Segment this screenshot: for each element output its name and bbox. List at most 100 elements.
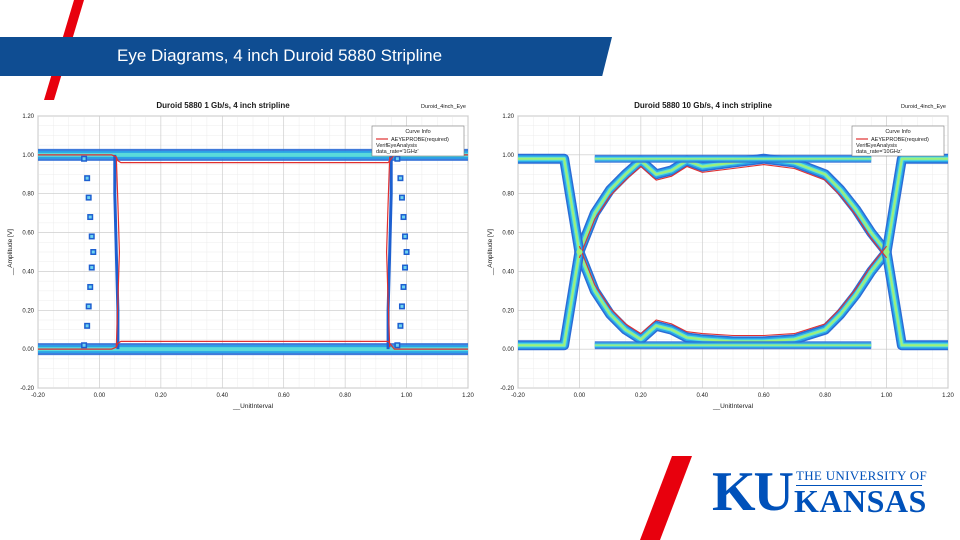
y-tick-label: 0.20 [22, 308, 34, 314]
legend-entry: AEYEPROBE(required) [871, 137, 929, 143]
mask-point-core [403, 266, 407, 270]
legend-header: Curve Info [405, 129, 430, 135]
y-tick-label: 0.00 [22, 347, 34, 353]
legend-entry: data_rate='10GHz' [856, 149, 902, 155]
legend-entry: AEYEPROBE(required) [391, 137, 449, 143]
x-tick-label: 0.40 [696, 393, 708, 399]
chart-tab-label: Duroid_4inch_Eye [421, 104, 466, 110]
mask-point-core [405, 250, 409, 254]
university-logo: KU THE UNIVERSITY OF KANSAS [712, 461, 927, 523]
legend-box [851, 125, 945, 157]
title-banner [0, 37, 612, 76]
y-tick-label: 0.40 [502, 269, 514, 275]
mask-point-core [87, 304, 91, 308]
slide-title: Eye Diagrams, 4 inch Duroid 5880 Stripli… [117, 46, 443, 65]
eye-top-rail [38, 152, 468, 157]
eye-crossing [883, 249, 890, 255]
y-axis-title: __Amplitude [V] [7, 229, 14, 276]
mask-point-core [400, 304, 404, 308]
x-tick-label: 1.00 [881, 393, 893, 399]
legend-box [371, 125, 465, 157]
x-tick-label: 0.20 [155, 393, 167, 399]
y-tick-label: 1.20 [22, 114, 34, 120]
mask-point-core [90, 234, 94, 238]
x-axis-title: __UnitInterval [712, 403, 754, 410]
mask-point-core [398, 176, 402, 180]
mask-point-core [85, 176, 89, 180]
eye-outer-trace [518, 157, 581, 253]
x-tick-label: 1.20 [942, 393, 954, 399]
mask-point-core [395, 157, 399, 161]
eye-outer-trace [885, 251, 948, 347]
y-tick-label: 0.80 [502, 192, 514, 198]
mask-point-core [403, 234, 407, 238]
x-tick-label: 1.00 [401, 393, 413, 399]
x-tick-label: 0.60 [758, 393, 770, 399]
eye-bottom-rail [38, 347, 468, 352]
mask-point-core [91, 250, 95, 254]
eye-diagram-1gbps-svg: -0.20 0.00 0.20 0.40 0.60 0.80 1.00 1.20 1.20 1.0… [7, 101, 474, 410]
x-axis-title: __UnitInterval [232, 403, 274, 410]
y-tick-label: 0.60 [502, 231, 514, 237]
y-tick-label: 1.00 [502, 153, 514, 159]
y-tick-label: 0.80 [22, 192, 34, 198]
mask-point-core [90, 266, 94, 270]
y-tick-label: 1.00 [22, 153, 34, 159]
x-tick-label: -0.20 [31, 393, 45, 399]
chart-title: Duroid 5880 10 Gb/s, 4 inch stripline [634, 101, 772, 110]
mask-point-core [402, 215, 405, 219]
y-tick-label: 0.40 [22, 269, 34, 275]
eye-boundary-left [115, 156, 121, 348]
x-tick-label: 0.60 [278, 393, 290, 399]
eye-boundary-top [578, 164, 888, 259]
legend-header: Curve Info [885, 129, 910, 135]
eye-upper-trace [578, 157, 888, 253]
x-tick-label: 0.80 [339, 393, 351, 399]
red-accent-slash-bottom [640, 456, 692, 540]
eye-lower-trace [578, 251, 888, 343]
y-axis-title: __Amplitude [V] [487, 229, 494, 276]
mask-point-core [88, 215, 92, 219]
x-tick-label: 0.40 [216, 393, 228, 399]
mask-point-core [395, 343, 399, 347]
y-tick-label: 0.20 [502, 308, 514, 314]
x-tick-label: 0.20 [635, 393, 647, 399]
x-tick-label: 1.20 [462, 393, 474, 399]
logo-line-1: THE UNIVERSITY OF [796, 468, 927, 483]
eye-diagram-10gbps: -0.20 0.00 0.20 0.40 0.60 0.80 1.00 1.20 1.20 1.0… [480, 96, 960, 416]
y-tick-label: 0.00 [502, 347, 514, 353]
chart-tab-label: Duroid_4inch_Eye [901, 104, 946, 110]
mask-point-core [87, 196, 91, 200]
mask-point-core [400, 196, 404, 200]
chart-title: Duroid 5880 1 Gb/s, 4 inch stripline [156, 101, 290, 110]
y-tick-label: 1.20 [502, 114, 514, 120]
x-tick-label: 0.80 [819, 393, 831, 399]
y-tick-label: 0.60 [22, 231, 34, 237]
x-tick-label: -0.20 [511, 393, 525, 399]
eye-diagram-10gbps-svg: -0.20 0.00 0.20 0.40 0.60 0.80 1.00 1.20 1.20 1.0… [487, 101, 954, 410]
y-tick-label: -0.20 [20, 386, 34, 392]
x-tick-label: 0.00 [574, 393, 586, 399]
mask-point-core [402, 285, 405, 289]
eye-outer-trace [885, 157, 948, 253]
eye-boundary-right [385, 156, 391, 348]
eye-outer-trace [518, 251, 581, 347]
logo-divider [796, 485, 922, 486]
eye-diagram-1gbps: -0.20 0.00 0.20 0.40 0.60 0.80 1.00 1.20 1.20 1.0… [0, 96, 480, 416]
eye-boundary-bottom [578, 245, 888, 337]
legend-entry: VerifEyeAnalysis [856, 143, 897, 149]
eye-boundary-bottom [38, 340, 468, 350]
mask-point-core [82, 343, 86, 347]
logo-line-2: KANSAS [794, 483, 927, 519]
legend-entry: VerifEyeAnalysis [376, 143, 417, 149]
eye-transition-left [113, 154, 120, 350]
mask-point-core [82, 157, 86, 161]
mask-point-core [398, 324, 402, 328]
x-tick-label: 0.00 [94, 393, 106, 399]
logo-monogram: KU [712, 461, 794, 523]
y-tick-label: -0.20 [500, 386, 514, 392]
mask-point-core [85, 324, 89, 328]
eye-transition-right [386, 154, 393, 350]
mask-point-core [88, 285, 92, 289]
